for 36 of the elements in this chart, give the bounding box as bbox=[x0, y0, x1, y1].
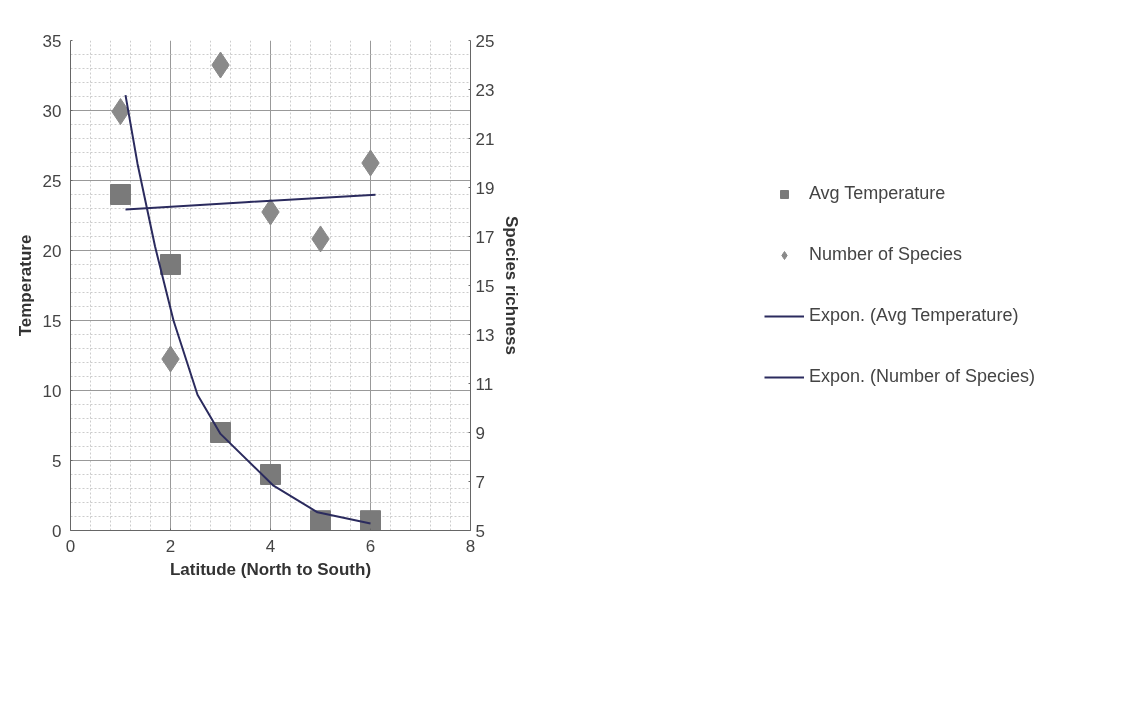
y2-tick-label: 25 bbox=[475, 31, 495, 51]
y2-tick-label: 5 bbox=[475, 521, 485, 541]
y2-tick-label: 7 bbox=[475, 472, 485, 492]
y-tick-label: 30 bbox=[42, 101, 62, 121]
y2-axis-title: Species richness bbox=[502, 216, 522, 355]
y-tick-label: 25 bbox=[42, 171, 62, 191]
point bbox=[310, 510, 331, 531]
y-tick-label: 20 bbox=[42, 241, 62, 261]
legend-label: Number of Species bbox=[808, 244, 963, 265]
y2-tick-label: 15 bbox=[475, 276, 495, 296]
x-tick-label: 8 bbox=[465, 536, 476, 556]
y-tick-label: 15 bbox=[42, 311, 62, 331]
x-tick-label: 2 bbox=[165, 536, 176, 556]
y-tick-label: 35 bbox=[42, 31, 62, 51]
y-tick-label: 10 bbox=[42, 381, 62, 401]
y-tick-label: 5 bbox=[52, 451, 62, 471]
point bbox=[160, 254, 181, 275]
y-axis-title: Temperature bbox=[15, 234, 35, 337]
x-tick-label: 4 bbox=[265, 536, 276, 556]
y2-tick-label: 21 bbox=[475, 129, 495, 149]
y2-tick-label: 13 bbox=[475, 325, 495, 345]
legend-label: Avg Temperature bbox=[808, 183, 946, 204]
legend-label: Expon. (Number of Species) bbox=[808, 366, 1036, 387]
y2-tick-label: 11 bbox=[475, 374, 494, 394]
y2-tick-label: 23 bbox=[475, 80, 495, 100]
legend-label: Expon. (Avg Temperature) bbox=[808, 305, 1019, 326]
y2-tick-label: 9 bbox=[475, 423, 485, 443]
y2-tick-label: 17 bbox=[475, 227, 495, 247]
point bbox=[260, 464, 281, 485]
x-tick-label: 0 bbox=[65, 536, 76, 556]
x-tick-label: 6 bbox=[365, 536, 376, 556]
y-tick-label: 0 bbox=[52, 521, 62, 541]
x-axis-title: Latitude (North to South) bbox=[169, 559, 372, 579]
point bbox=[360, 510, 381, 531]
y2-tick-label: 19 bbox=[475, 178, 495, 198]
point bbox=[110, 184, 131, 205]
